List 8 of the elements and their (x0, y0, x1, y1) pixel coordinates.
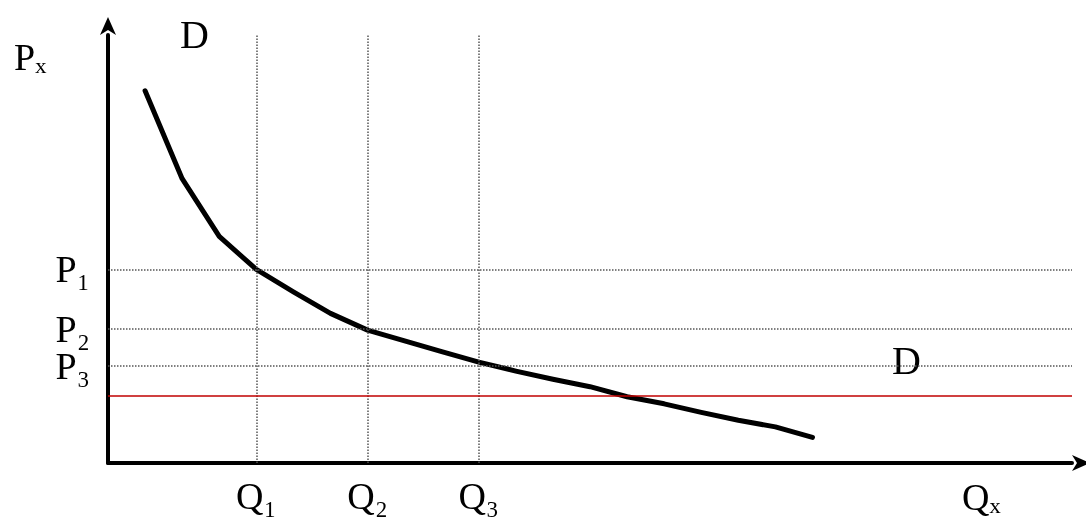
x-tick-label: Q₂ (347, 475, 388, 517)
x-tick-label: Q₁ (235, 475, 277, 517)
x-tick-label: Q₃ (458, 475, 500, 517)
x-axis-title: Qₓ (962, 476, 1001, 518)
y-axis-title: Pₓ (14, 36, 47, 78)
ref-line-label: P₁ (55, 248, 90, 291)
annotation: D (892, 337, 921, 383)
text: D (180, 11, 209, 57)
